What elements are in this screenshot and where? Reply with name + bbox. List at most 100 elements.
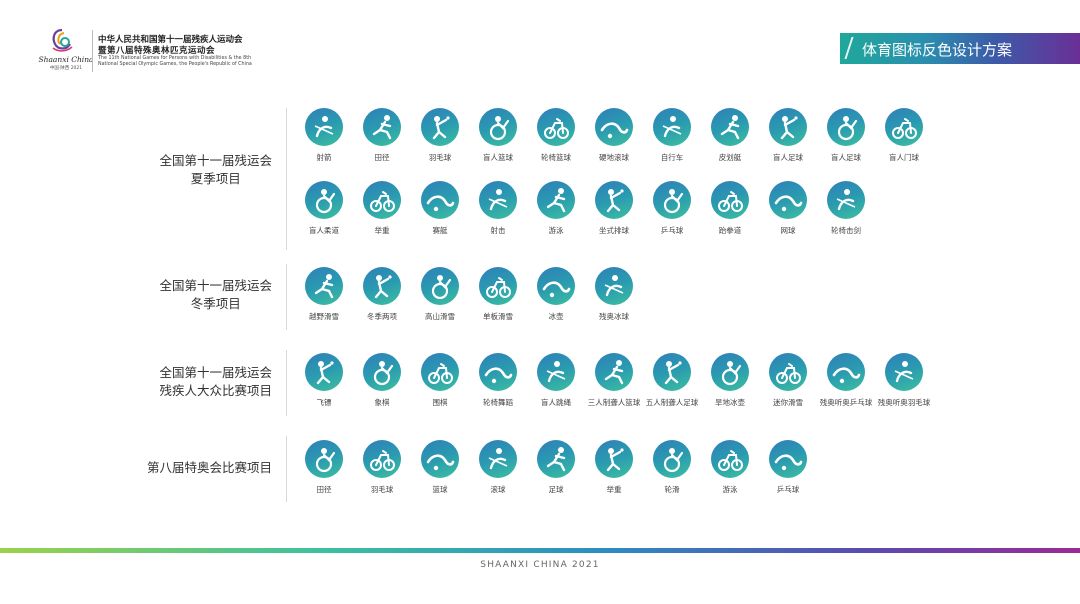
sport-icon-item: 足球	[529, 440, 583, 504]
page-title: 体育图标反色设计方案	[862, 41, 1013, 59]
sport-pictogram-icon	[479, 108, 517, 146]
sport-label: 冬季两项	[367, 312, 397, 321]
sport-icon-item: 高山滑雪	[413, 267, 467, 331]
sport-pictogram-icon	[595, 353, 633, 391]
section-divider	[286, 108, 287, 250]
sport-icon-item: 赛艇	[413, 181, 467, 245]
sport-pictogram-icon	[653, 353, 691, 391]
sport-pictogram-icon	[537, 108, 575, 146]
sport-pictogram-icon	[595, 108, 633, 146]
games-title-cn-line1: 中华人民共和国第十一届残疾人运动会	[98, 35, 243, 45]
sport-label: 单板滑雪	[483, 312, 513, 321]
games-logo: Shaanxi China 中国·陕西 2021	[38, 28, 94, 74]
sport-icon-item: 轮椅舞蹈	[471, 353, 525, 417]
sport-pictogram-icon	[885, 108, 923, 146]
sport-icon-item: 五人制聋人足球	[645, 353, 699, 417]
sport-pictogram-icon	[711, 440, 749, 478]
sport-icon-item: 坐式排球	[587, 181, 641, 245]
sport-icon-item: 乒乓球	[645, 181, 699, 245]
sport-icon-item: 游泳	[529, 181, 583, 245]
sport-icon-item: 滚球	[471, 440, 525, 504]
sport-label: 盲人跳绳	[541, 398, 571, 407]
sport-label: 羽毛球	[428, 153, 452, 162]
sport-pictogram-icon	[305, 267, 343, 305]
sport-pictogram-icon	[537, 440, 575, 478]
sport-label: 迷你滑雪	[773, 398, 803, 407]
sport-label: 田径	[316, 485, 332, 494]
sport-pictogram-icon	[769, 440, 807, 478]
sport-icon-item: 跆拳道	[703, 181, 757, 245]
sport-label: 游泳	[548, 226, 564, 235]
category-label-winter: 全国第十一届残运会 冬季项目	[159, 278, 272, 311]
sport-label: 盲人篮球	[483, 153, 513, 162]
sport-icon-item: 田径	[355, 108, 409, 172]
sport-label: 盲人足球	[831, 153, 861, 162]
sport-label: 围棋	[432, 398, 448, 407]
games-title-cn-line2: 暨第八届特殊奥林匹克运动会	[98, 46, 216, 56]
sport-label: 轮滑	[664, 485, 680, 494]
sport-icon-item: 残奥听奥乒乓球	[819, 353, 873, 417]
sport-icon-item: 迷你滑雪	[761, 353, 815, 417]
sport-label: 足球	[548, 485, 564, 494]
sport-icon-item: 盲人跳绳	[529, 353, 583, 417]
sport-label: 射击	[490, 226, 506, 235]
sport-pictogram-icon	[537, 181, 575, 219]
sport-label: 跆拳道	[718, 226, 742, 235]
sport-label: 五人制聋人足球	[645, 398, 699, 407]
sport-label: 冰壶	[548, 312, 564, 321]
sport-pictogram-icon	[827, 353, 865, 391]
sport-label: 举重	[606, 485, 622, 494]
emblem-icon	[52, 28, 73, 52]
sport-label: 硬地滚球	[599, 153, 629, 162]
sport-pictogram-icon	[305, 353, 343, 391]
sport-label: 越野滑雪	[309, 312, 339, 321]
section-divider	[286, 436, 287, 502]
logo-year: 中国·陕西 2021	[49, 66, 83, 71]
section-divider	[286, 350, 287, 416]
sport-label: 自行车	[660, 153, 684, 162]
sport-pictogram-icon	[421, 440, 459, 478]
sport-label: 举重	[374, 226, 390, 235]
sport-pictogram-icon	[363, 181, 401, 219]
sport-icon-item: 盲人足球	[819, 108, 873, 172]
sport-pictogram-icon	[711, 353, 749, 391]
sport-label: 田径	[374, 153, 390, 162]
sport-icon-item: 象棋	[355, 353, 409, 417]
sport-icon-item: 围棋	[413, 353, 467, 417]
sport-icon-item: 举重	[355, 181, 409, 245]
category-label-summer: 全国第十一届残运会 夏季项目	[159, 153, 272, 186]
sport-pictogram-icon	[769, 353, 807, 391]
sport-label: 旱地冰壶	[715, 398, 745, 407]
sport-label: 坐式排球	[599, 226, 629, 235]
sport-icon-item: 轮椅击剑	[819, 181, 873, 245]
sport-pictogram-icon	[479, 353, 517, 391]
sport-pictogram-icon	[711, 108, 749, 146]
sport-label: 三人制聋人篮球	[587, 398, 641, 407]
sport-pictogram-icon	[363, 440, 401, 478]
sport-pictogram-icon	[363, 353, 401, 391]
sport-label: 篮球	[432, 485, 448, 494]
title-banner: 体育图标反色设计方案	[840, 33, 1080, 64]
sport-icon-item: 硬地滚球	[587, 108, 641, 172]
sport-icon-item: 射击	[471, 181, 525, 245]
sport-icon-item: 冬季两项	[355, 267, 409, 331]
sport-icon-item: 羽毛球	[413, 108, 467, 172]
sport-icon-item: 游泳	[703, 440, 757, 504]
sport-icon-item: 乒乓球	[761, 440, 815, 504]
sport-pictogram-icon	[421, 108, 459, 146]
sport-pictogram-icon	[711, 181, 749, 219]
sport-pictogram-icon	[363, 267, 401, 305]
sport-label: 轮椅击剑	[831, 226, 861, 235]
sport-pictogram-icon	[595, 181, 633, 219]
sport-label: 残奥听奥乒乓球	[819, 398, 873, 407]
sport-label: 游泳	[722, 485, 738, 494]
sport-pictogram-icon	[595, 267, 633, 305]
sport-label: 残奥听奥羽毛球	[877, 398, 931, 407]
bottom-gradient-bar	[0, 548, 1080, 553]
sport-icon-item: 轮滑	[645, 440, 699, 504]
sport-label: 赛艇	[432, 226, 448, 235]
sport-label: 射箭	[316, 153, 332, 162]
sport-label: 飞镖	[316, 398, 332, 407]
sport-label: 轮椅舞蹈	[483, 398, 513, 407]
sport-icon-item: 田径	[297, 440, 351, 504]
